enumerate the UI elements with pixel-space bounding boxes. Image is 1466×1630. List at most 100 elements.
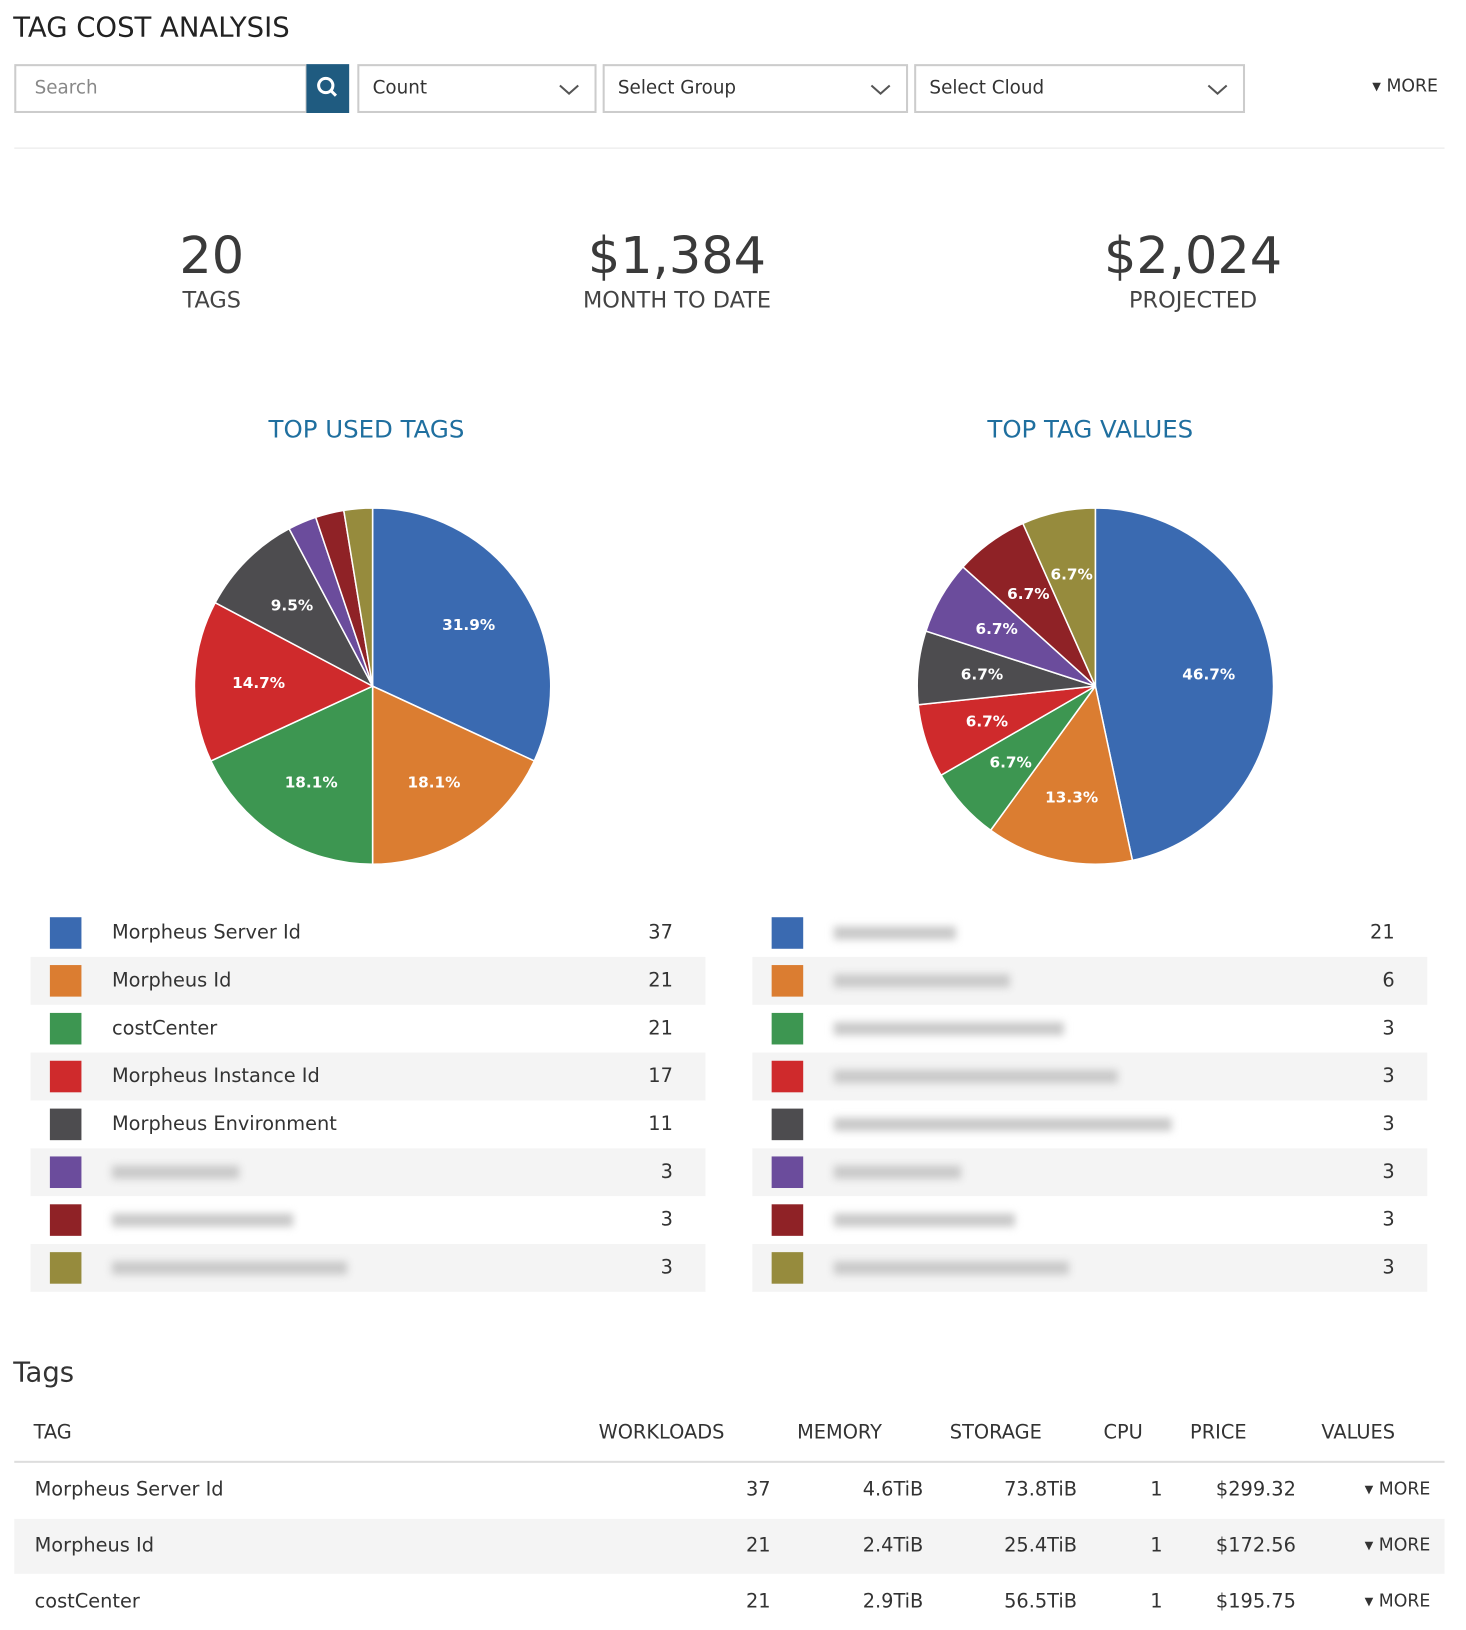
- legend-swatch: [49, 1204, 82, 1236]
- slice-label: 6.7%: [966, 712, 1008, 730]
- slice-label: 31.9%: [442, 616, 495, 634]
- cell: 21: [746, 1590, 771, 1613]
- column-header: WORKLOADS: [598, 1421, 725, 1444]
- search-input[interactable]: Search: [14, 64, 308, 113]
- legend-row: Morpheus Id 21: [30, 956, 706, 1005]
- slice-label: 6.7%: [1007, 585, 1049, 603]
- cell: 1: [1150, 1478, 1163, 1501]
- legend-label-redacted: [111, 1213, 294, 1227]
- legend-swatch: [49, 965, 82, 997]
- slice-label: 6.7%: [975, 620, 1017, 638]
- legend-value: 21: [648, 969, 673, 992]
- cell-tag: Morpheus Id: [34, 1534, 154, 1557]
- slice-label: 18.1%: [408, 773, 461, 791]
- column-header: PRICE: [1190, 1421, 1247, 1444]
- slice-label: 6.7%: [961, 665, 1003, 683]
- cell: 25.4TiB: [1004, 1534, 1078, 1557]
- legend-swatch: [771, 1060, 804, 1093]
- slice-label: 18.1%: [285, 773, 338, 791]
- legend-value: 3: [660, 1256, 673, 1279]
- table-row: costCenter 21 2.9TiB 56.5TiB 1 $195.75 ▾ MORE: [14, 1575, 1444, 1630]
- legend-swatch: [771, 1012, 804, 1045]
- chart-title: TOP USED TAGS: [268, 415, 465, 444]
- legend-value: 37: [648, 921, 673, 944]
- header-rule: [14, 1460, 1445, 1463]
- legend-swatch: [49, 1252, 82, 1284]
- cell: $172.56: [1215, 1534, 1296, 1557]
- table-title: Tags: [13, 1356, 75, 1389]
- legend-row: 3: [30, 1148, 706, 1197]
- legend-swatch: [49, 1156, 82, 1189]
- cell-tag: costCenter: [34, 1590, 140, 1613]
- legend-row: 3: [752, 1196, 1427, 1244]
- legend-row: 3: [752, 1100, 1427, 1148]
- legend-row: 3: [752, 1005, 1427, 1053]
- legend-swatch: [49, 1060, 82, 1093]
- column-header: MEMORY: [797, 1421, 882, 1444]
- cell: 1: [1150, 1534, 1163, 1557]
- legend-label-redacted: [833, 1213, 1015, 1227]
- legend-row: 3: [752, 1148, 1428, 1197]
- slice-label: 14.7%: [232, 674, 285, 692]
- legend-value: 21: [1370, 921, 1395, 944]
- stat-label: MONTH TO DATE: [582, 288, 771, 314]
- legend-value: 3: [1382, 1064, 1395, 1088]
- more-text: MORE: [1378, 1479, 1431, 1500]
- legend-label-redacted: [111, 1261, 348, 1275]
- slice-label: 46.7%: [1182, 665, 1235, 683]
- pie-slice: [214, 527, 375, 688]
- more-text: MORE: [1378, 1535, 1431, 1556]
- pie-charts: 31.9%18.1%18.1%14.7%9.5%46.7%13.3%6.7%6.…: [193, 507, 1275, 866]
- pie-slice: [1021, 507, 1097, 687]
- legend-label: Morpheus Environment: [111, 1112, 337, 1136]
- column-header: CPU: [1103, 1421, 1143, 1444]
- cell: 73.8TiB: [1004, 1478, 1078, 1501]
- legend-row: 6: [752, 956, 1428, 1005]
- stat-value: 20: [179, 225, 245, 286]
- legend-value: 3: [1382, 1256, 1395, 1279]
- column-header: STORAGE: [949, 1421, 1042, 1444]
- pie-slice: [342, 507, 374, 687]
- measure-select[interactable]: Count: [357, 64, 597, 113]
- legend-value: 3: [660, 1160, 673, 1183]
- cell: 4.6TiB: [862, 1478, 924, 1501]
- search-button[interactable]: [306, 64, 350, 113]
- legend-value: 11: [648, 1112, 673, 1136]
- legend-row: costCenter 21: [31, 1005, 706, 1053]
- legend-swatch: [771, 965, 804, 997]
- pie-slice: [371, 684, 536, 866]
- stat-value: $1,384: [587, 225, 767, 286]
- legend-label-redacted: [833, 926, 956, 940]
- legend-value: 3: [1382, 1016, 1395, 1040]
- cell-tag: Morpheus Server Id: [34, 1478, 224, 1501]
- more-toggle[interactable]: ▾ MORE: [1364, 1591, 1431, 1612]
- legend-row: Morpheus Server Id 37: [31, 909, 706, 957]
- column-header: VALUES: [1321, 1421, 1396, 1444]
- cell: 1: [1150, 1590, 1163, 1613]
- more-toggle[interactable]: ▾ MORE: [1364, 1535, 1431, 1556]
- legend-label-redacted: [833, 1117, 1172, 1131]
- legend-row: 3: [752, 1052, 1428, 1101]
- legend-value: 3: [1382, 1112, 1395, 1136]
- legend-value: 3: [660, 1208, 673, 1231]
- legend-row: Morpheus Environment 11: [31, 1100, 706, 1148]
- pie-slice: [371, 507, 552, 762]
- legend-swatch: [49, 1012, 82, 1045]
- legend-label: costCenter: [111, 1016, 218, 1040]
- legend-value: 6: [1382, 969, 1395, 992]
- legend-row: 21: [752, 909, 1427, 957]
- slice-label: 6.7%: [1050, 566, 1092, 584]
- legend-swatch: [771, 917, 804, 949]
- more-toggle[interactable]: ▾ MORE: [1372, 76, 1438, 97]
- legend-value: 21: [648, 1016, 673, 1040]
- pie-slice: [209, 684, 374, 866]
- group-select[interactable]: Select Group: [602, 64, 909, 113]
- legend-label-redacted: [111, 1165, 240, 1179]
- table-row: Morpheus Server Id 37 4.6TiB 73.8TiB 1 $299.3…: [14, 1463, 1444, 1518]
- legend-row: 3: [30, 1243, 706, 1292]
- more-toggle[interactable]: ▾ MORE: [1364, 1479, 1431, 1500]
- cloud-select[interactable]: Select Cloud: [914, 64, 1246, 113]
- slice-label: 13.3%: [1045, 789, 1098, 807]
- cell: 56.5TiB: [1004, 1590, 1078, 1613]
